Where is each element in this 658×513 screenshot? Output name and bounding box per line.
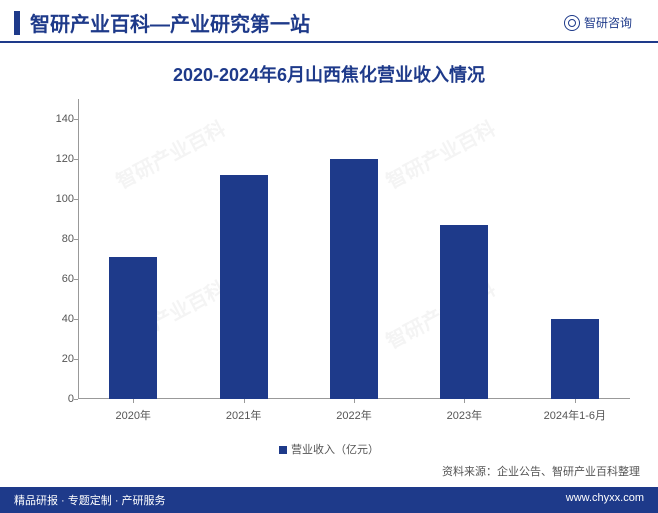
bar-slot: 2021年 <box>188 99 298 399</box>
x-tick-mark <box>464 399 465 403</box>
y-tick-label: 140 <box>56 113 74 125</box>
header: 智研产业百科—产业研究第一站 智研咨询 <box>0 0 658 43</box>
footer-left: 精品研报 · 专题定制 · 产研服务 <box>14 492 166 508</box>
x-tick-label: 2024年1-6月 <box>544 407 606 423</box>
x-tick-label: 2020年 <box>115 407 150 423</box>
bars-container: 2020年2021年2022年2023年2024年1-6月 <box>78 99 630 399</box>
footer: 精品研报 · 专题定制 · 产研服务 www.chyxx.com <box>0 487 658 513</box>
legend-swatch <box>279 446 287 454</box>
bar <box>440 225 488 399</box>
x-tick-label: 2021年 <box>226 407 261 423</box>
y-tick-label: 20 <box>62 353 74 365</box>
y-tick-label: 120 <box>56 153 74 165</box>
legend: 营业收入（亿元） <box>0 441 658 457</box>
bar-slot: 2023年 <box>409 99 519 399</box>
x-tick-label: 2023年 <box>447 407 482 423</box>
footer-right: www.chyxx.com <box>566 492 644 508</box>
bar-slot: 2024年1-6月 <box>520 99 630 399</box>
plot-area: 2020年2021年2022年2023年2024年1-6月 <box>78 99 630 399</box>
x-tick-mark <box>133 399 134 403</box>
bar <box>109 257 157 399</box>
legend-label: 营业收入（亿元） <box>291 444 379 456</box>
y-axis: 020406080100120140 <box>50 99 78 399</box>
x-tick-mark <box>244 399 245 403</box>
y-tick-mark <box>74 399 78 400</box>
y-tick-label: 80 <box>62 233 74 245</box>
x-tick-mark <box>575 399 576 403</box>
header-title: 智研产业百科—产业研究第一站 <box>30 8 564 37</box>
bar <box>330 159 378 399</box>
bar <box>220 175 268 399</box>
bar-slot: 2020年 <box>78 99 188 399</box>
source-line: 资料来源：企业公告、智研产业百科整理 <box>0 457 658 479</box>
header-accent <box>14 11 20 35</box>
bar <box>551 319 599 399</box>
x-tick-mark <box>354 399 355 403</box>
y-tick-label: 60 <box>62 273 74 285</box>
y-tick-label: 100 <box>56 193 74 205</box>
logo-icon <box>564 15 580 31</box>
y-tick-label: 40 <box>62 313 74 325</box>
bar-slot: 2022年 <box>299 99 409 399</box>
header-logo: 智研咨询 <box>564 14 646 31</box>
chart-area: 智研产业百科 智研产业百科 智研产业百科 智研产业百科 020406080100… <box>50 99 630 439</box>
x-tick-label: 2022年 <box>336 407 371 423</box>
chart-title: 2020-2024年6月山西焦化营业收入情况 <box>0 43 658 99</box>
logo-text: 智研咨询 <box>584 14 632 31</box>
